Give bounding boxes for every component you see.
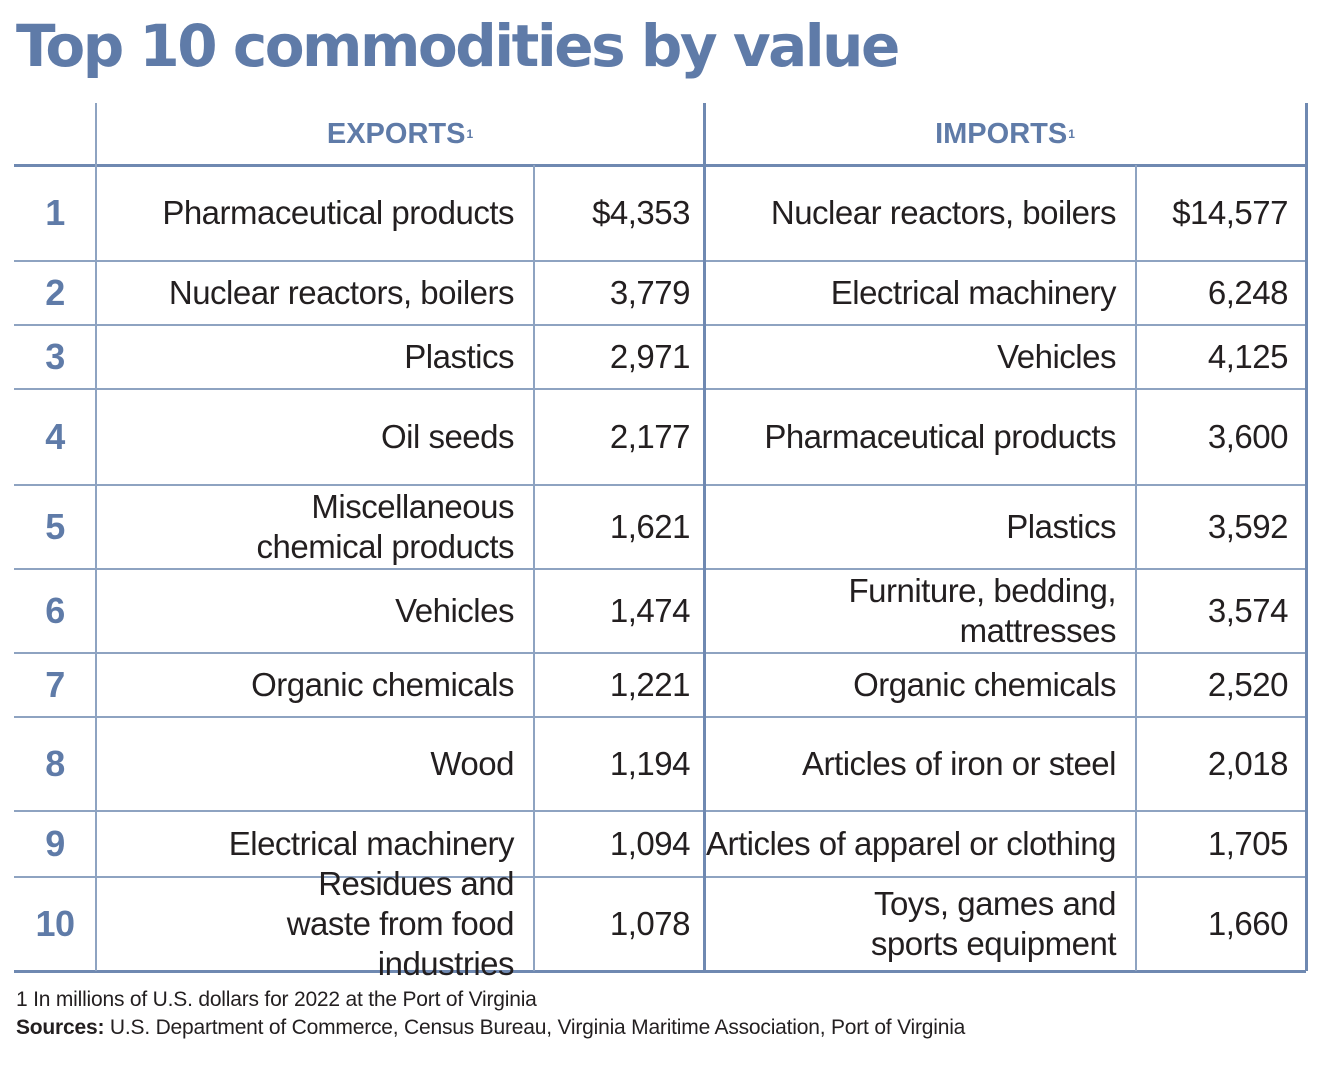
rank-cell: 4 <box>45 416 65 457</box>
import-name-cell: Toys, games and sports equipment <box>870 885 1117 962</box>
import-name-cell: Articles of iron or steel <box>802 745 1116 782</box>
export-value-cell: 2,971 <box>609 338 691 375</box>
footnote: 1 In millions of U.S. dollars for 2022 a… <box>16 988 537 1011</box>
rank-cell: 9 <box>45 823 65 864</box>
row-divider <box>14 568 1306 570</box>
sources-label: Sources: <box>16 1016 105 1039</box>
export-name-cell: Nuclear reactors, boilers <box>168 274 515 311</box>
exports-header-label: EXPORTS <box>326 118 466 150</box>
column-divider <box>702 103 706 971</box>
export-value-cell: 1,221 <box>609 666 691 703</box>
chart-title: Top 10 commodities by value <box>16 12 900 80</box>
export-name-cell: Wood <box>430 745 514 782</box>
sources-note: Sources: U.S. Department of Commerce, Ce… <box>16 1016 965 1040</box>
import-name-cell: Vehicles <box>997 338 1116 375</box>
footnote-mark: 1 <box>466 127 474 141</box>
column-divider <box>533 165 535 971</box>
row-divider <box>14 876 1306 878</box>
rank-cell: 5 <box>45 506 65 547</box>
import-name-cell: Electrical machinery <box>830 274 1117 311</box>
import-name-cell: Organic chemicals <box>853 666 1116 703</box>
export-value-cell: 2,177 <box>609 418 691 455</box>
import-name-cell: Nuclear reactors, boilers <box>770 194 1117 231</box>
row-divider <box>14 163 1306 167</box>
export-name-cell: Vehicles <box>395 592 514 629</box>
row-divider <box>14 260 1306 262</box>
import-name-cell: Furniture, bedding, mattresses <box>848 572 1116 649</box>
import-value-cell: 4,125 <box>1207 338 1289 375</box>
export-value-cell: 3,779 <box>609 274 691 311</box>
export-name-cell: Pharmaceutical products <box>162 194 514 231</box>
row-divider <box>14 969 1306 973</box>
footnote-mark: 1 <box>1068 127 1075 141</box>
export-name-cell: Electrical machinery <box>228 825 515 862</box>
rank-cell: 8 <box>45 743 65 784</box>
import-value-cell: 6,248 <box>1207 274 1289 311</box>
rank-cell: 7 <box>45 664 65 705</box>
import-value-cell: 2,520 <box>1207 666 1289 703</box>
import-value-cell: 1,705 <box>1207 825 1289 862</box>
import-name-cell: Pharmaceutical products <box>764 418 1116 455</box>
export-name-cell: Residues and waste from food industries <box>286 865 515 982</box>
row-divider <box>14 484 1306 486</box>
export-name-cell: Organic chemicals <box>251 666 514 703</box>
import-value-cell: $14,577 <box>1172 194 1288 231</box>
import-value-cell: 2,018 <box>1207 745 1289 782</box>
rank-cell: 3 <box>45 336 65 377</box>
rank-cell: 1 <box>45 192 65 233</box>
export-value-cell: 1,194 <box>609 745 691 782</box>
row-divider <box>14 388 1306 390</box>
import-value-cell: 1,660 <box>1207 905 1289 942</box>
export-name-cell: Oil seeds <box>380 418 515 455</box>
column-divider <box>95 103 97 971</box>
export-value-cell: 1,621 <box>609 508 691 545</box>
import-value-cell: 3,592 <box>1207 508 1289 545</box>
export-value-cell: 1,078 <box>609 905 691 942</box>
row-divider <box>14 810 1306 812</box>
import-value-cell: 3,574 <box>1207 592 1289 629</box>
column-divider <box>1135 165 1137 971</box>
import-name-cell: Articles of apparel or clothing <box>705 825 1117 862</box>
import-name-cell: Plastics <box>1006 508 1116 545</box>
export-value-cell: $4,353 <box>592 194 690 231</box>
export-name-cell: Miscellaneous chemical products <box>256 488 515 565</box>
rank-cell: 10 <box>35 903 75 944</box>
row-divider <box>14 324 1306 326</box>
export-name-cell: Plastics <box>404 338 514 375</box>
imports-header: IMPORTS 1 <box>704 103 1306 165</box>
rank-cell: 2 <box>45 272 65 313</box>
sources-text: U.S. Department of Commerce, Census Bure… <box>109 1016 966 1039</box>
row-divider <box>14 716 1306 718</box>
imports-header-label: IMPORTS <box>935 118 1068 150</box>
row-divider <box>14 652 1306 654</box>
commodities-table: EXPORTS 1 IMPORTS 1 1 Pharmaceutical products… <box>14 103 1308 982</box>
column-divider <box>1304 103 1308 971</box>
exports-header: EXPORTS 1 <box>96 103 704 165</box>
rank-cell: 6 <box>45 590 65 631</box>
export-value-cell: 1,474 <box>609 592 691 629</box>
import-value-cell: 3,600 <box>1207 418 1289 455</box>
export-value-cell: 1,094 <box>609 825 691 862</box>
